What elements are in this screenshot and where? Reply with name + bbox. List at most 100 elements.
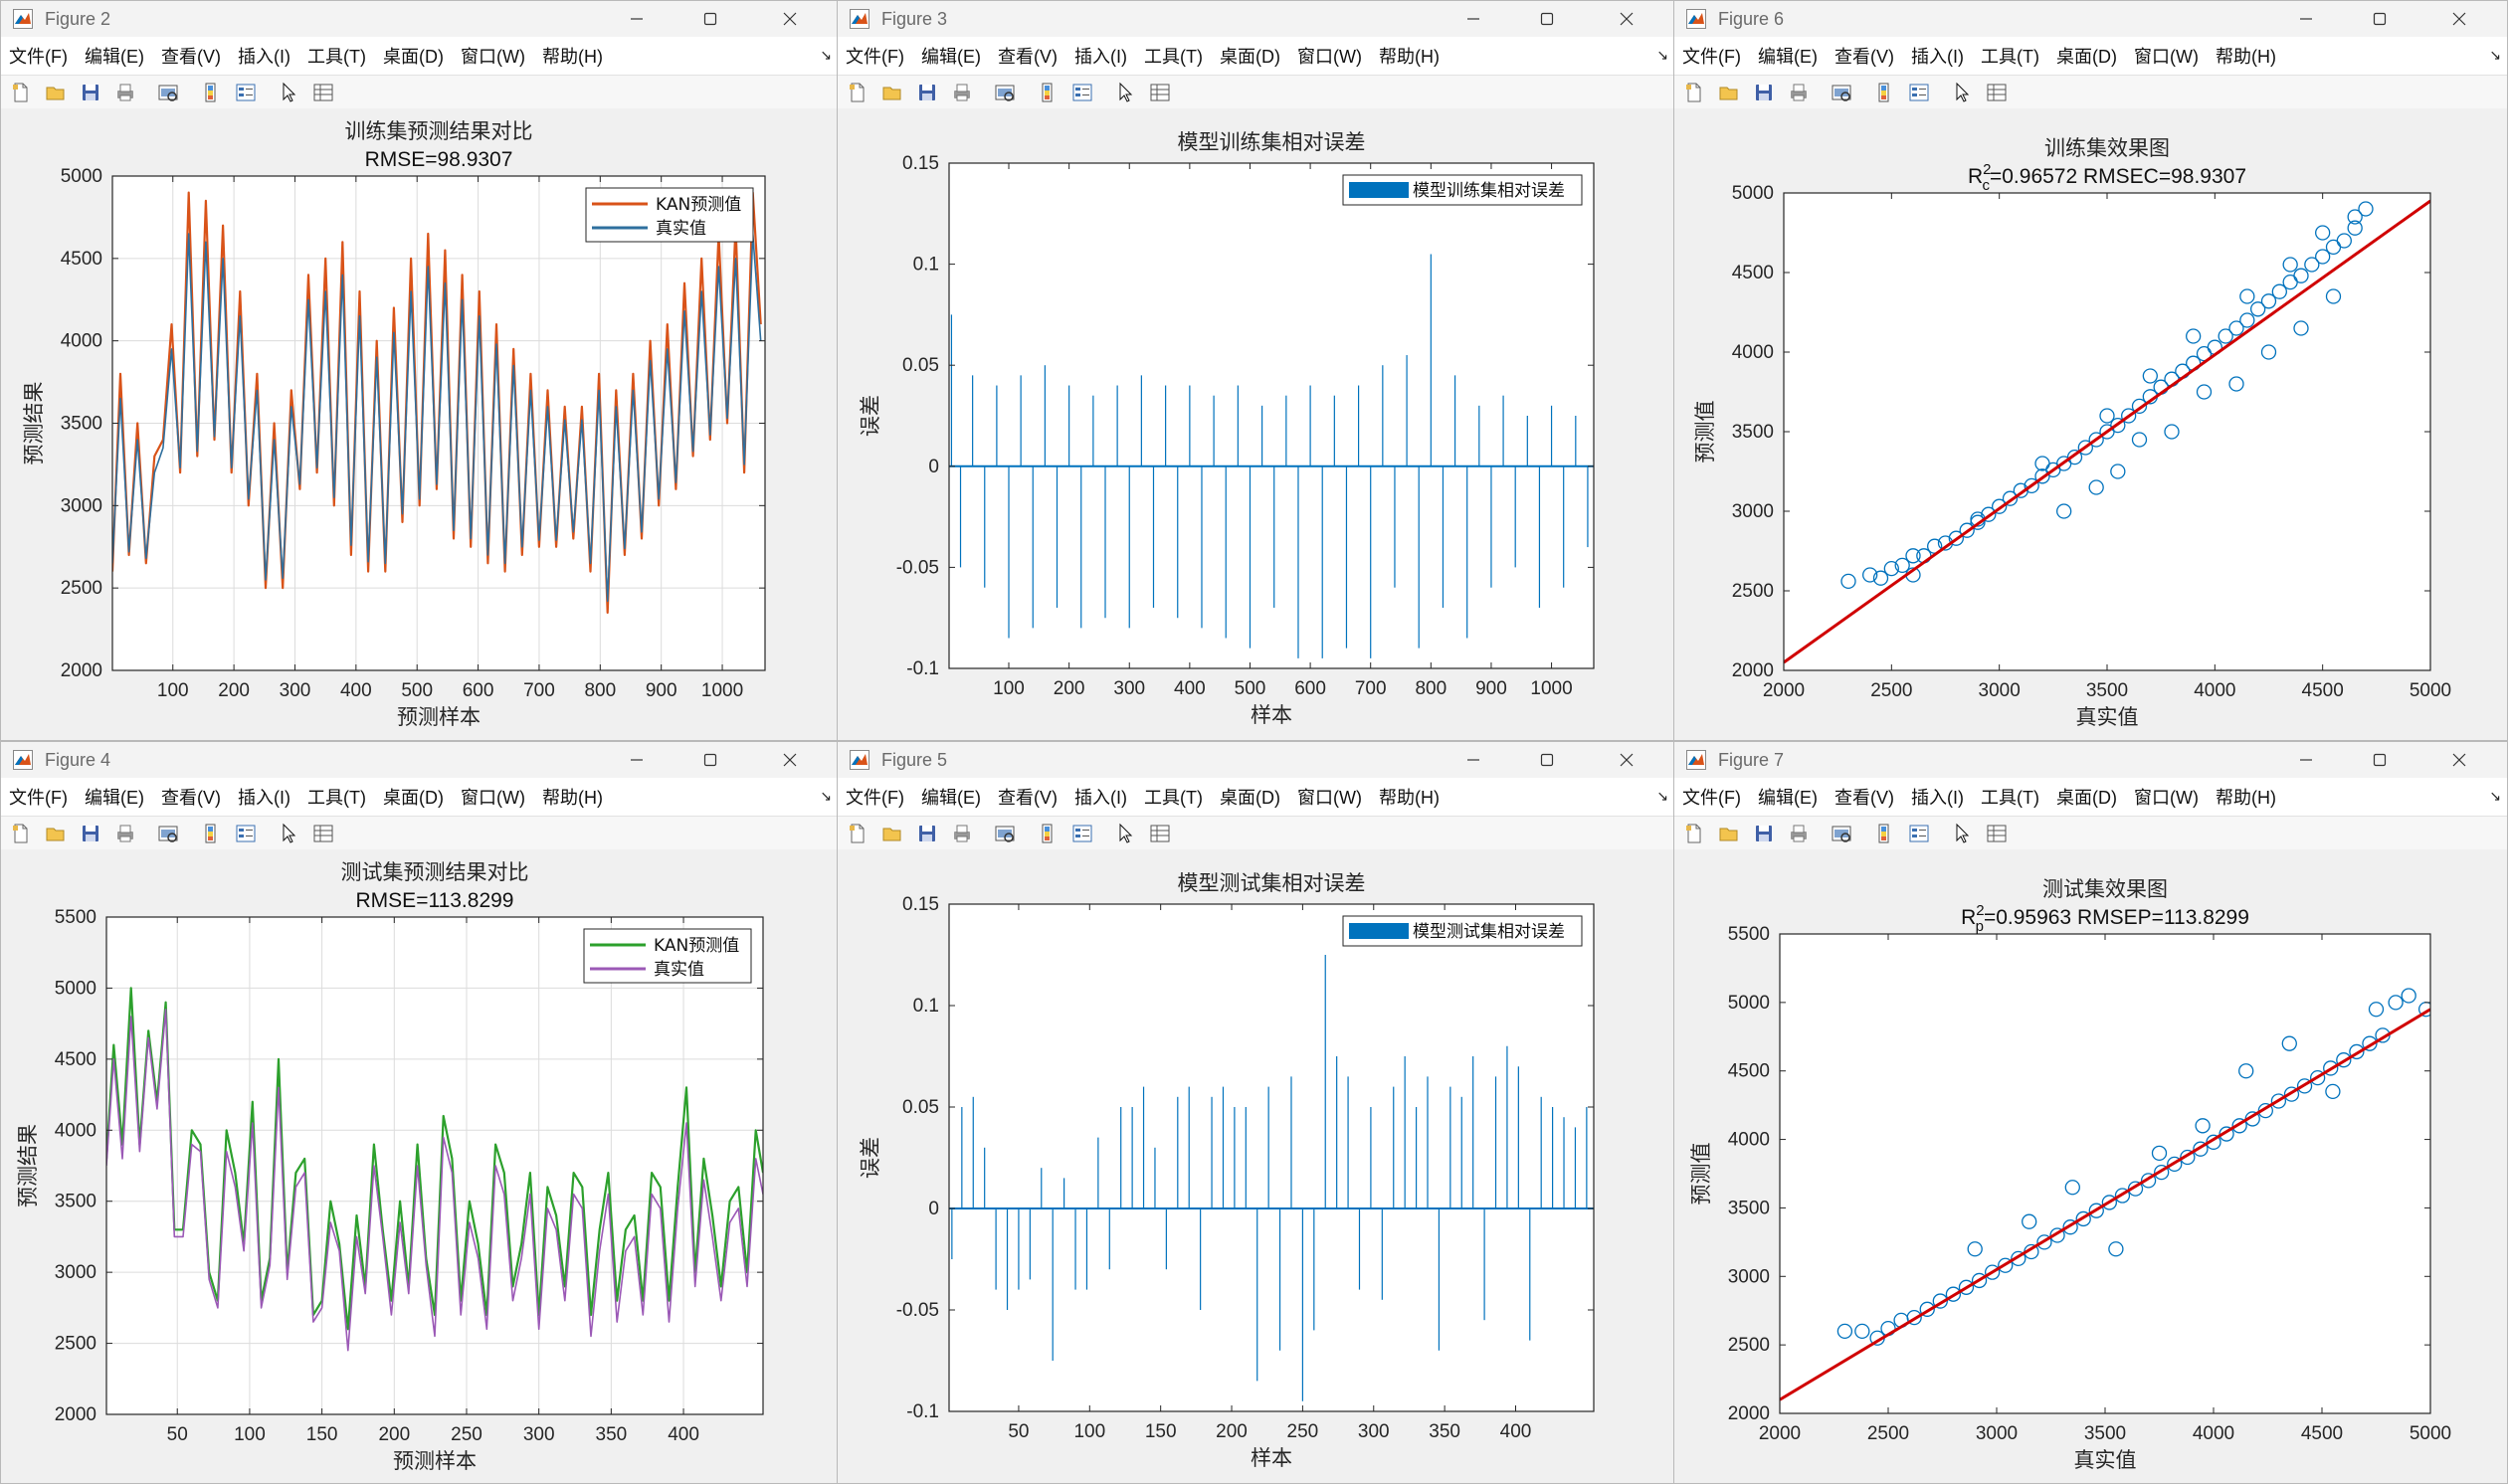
menu-item[interactable]: 查看(V) <box>997 788 1058 808</box>
link-figure-button[interactable] <box>1830 81 1853 104</box>
figure-canvas[interactable]: 2000 2500 3000 3500 4000 4500 5000 2000 2500 3000… <box>1674 108 2507 740</box>
print-button[interactable] <box>950 822 974 845</box>
colorbar-button[interactable] <box>199 822 223 845</box>
menu-item[interactable]: 文件(F) <box>846 788 904 808</box>
menu-item[interactable]: 窗口(W) <box>2133 788 2199 808</box>
window-titlebar[interactable]: Figure 5 <box>838 742 1674 778</box>
property-inspector-button[interactable] <box>311 822 335 845</box>
menu-item[interactable]: 编辑(E) <box>84 47 144 67</box>
menu-item[interactable]: 编辑(E) <box>1757 788 1818 808</box>
menu-item[interactable]: 插入(I) <box>1073 47 1127 67</box>
menu-item[interactable]: 帮助(H) <box>541 47 603 67</box>
minimize-button[interactable] <box>2278 742 2334 778</box>
window-titlebar[interactable]: Figure 2 <box>1 1 838 37</box>
property-inspector-button[interactable] <box>1985 822 2009 845</box>
menu-item[interactable]: 帮助(H) <box>541 788 603 808</box>
close-button[interactable] <box>2431 742 2487 778</box>
colorbar-button[interactable] <box>199 81 223 104</box>
edit-plot-arrow-button[interactable] <box>277 81 300 104</box>
link-figure-button[interactable] <box>993 822 1017 845</box>
minimize-button[interactable] <box>609 742 665 778</box>
legend[interactable]: 模型测试集相对误差 <box>1342 915 1583 947</box>
series-line-0[interactable] <box>106 987 763 1331</box>
colorbar-button[interactable] <box>1872 822 1896 845</box>
maximize-button[interactable] <box>682 742 738 778</box>
window-titlebar[interactable]: Figure 4 <box>1 742 838 778</box>
menu-item[interactable]: 文件(F) <box>1682 47 1741 67</box>
open-folder-button[interactable] <box>44 81 68 104</box>
maximize-button[interactable] <box>2352 742 2408 778</box>
menu-item[interactable]: 查看(V) <box>160 788 221 808</box>
window-titlebar[interactable]: Figure 7 <box>1674 742 2507 778</box>
menu-item[interactable]: 桌面(D) <box>382 47 444 67</box>
dock-arrow-icon[interactable]: ↘ <box>820 788 832 804</box>
close-button[interactable] <box>2431 1 2487 37</box>
save-button[interactable] <box>79 81 102 104</box>
legend-button[interactable] <box>1907 822 1931 845</box>
print-button[interactable] <box>113 822 137 845</box>
link-figure-button[interactable] <box>1830 822 1853 845</box>
dock-arrow-icon[interactable]: ↘ <box>820 47 832 63</box>
plot-area[interactable] <box>106 917 763 1414</box>
save-button[interactable] <box>915 81 939 104</box>
figure-canvas[interactable]: 100 200 300 400 500 600 700 800 900 1000 -0.1 -0.05… <box>838 108 1674 740</box>
minimize-button[interactable] <box>1446 742 1501 778</box>
close-button[interactable] <box>762 1 818 37</box>
menu-item[interactable]: 查看(V) <box>997 47 1058 67</box>
edit-plot-arrow-button[interactable] <box>1113 822 1137 845</box>
link-figure-button[interactable] <box>993 81 1017 104</box>
menu-item[interactable]: 插入(I) <box>237 788 290 808</box>
menu-item[interactable]: 窗口(W) <box>1296 47 1362 67</box>
open-folder-button[interactable] <box>1717 822 1741 845</box>
property-inspector-button[interactable] <box>1148 81 1172 104</box>
menu-item[interactable]: 工具(T) <box>1143 47 1203 67</box>
maximize-button[interactable] <box>2352 1 2408 37</box>
menu-item[interactable]: 桌面(D) <box>1219 788 1280 808</box>
new-file-button[interactable] <box>1682 822 1706 845</box>
dock-arrow-icon[interactable]: ↘ <box>2489 788 2501 804</box>
menu-item[interactable]: 查看(V) <box>1833 47 1894 67</box>
new-file-button[interactable] <box>9 822 33 845</box>
menu-item[interactable]: 工具(T) <box>306 47 366 67</box>
open-folder-button[interactable] <box>880 81 904 104</box>
save-button[interactable] <box>1752 822 1776 845</box>
series-line-1[interactable] <box>112 233 762 603</box>
close-button[interactable] <box>1599 742 1654 778</box>
dock-arrow-icon[interactable]: ↘ <box>1656 47 1668 63</box>
maximize-button[interactable] <box>682 1 738 37</box>
save-button[interactable] <box>79 822 102 845</box>
menu-item[interactable]: 编辑(E) <box>84 788 144 808</box>
new-file-button[interactable] <box>9 81 33 104</box>
menu-item[interactable]: 插入(I) <box>1910 788 1964 808</box>
print-button[interactable] <box>1787 822 1811 845</box>
menu-item[interactable]: 桌面(D) <box>2055 47 2117 67</box>
menu-item[interactable]: 桌面(D) <box>382 788 444 808</box>
figure-canvas[interactable]: 50 100 150 200 250 300 350 400 -0.1 -0.05 0 0.05 0.1… <box>838 849 1674 1483</box>
legend-button[interactable] <box>1907 81 1931 104</box>
legend[interactable]: 模型训练集相对误差 <box>1342 174 1583 206</box>
menu-item[interactable]: 编辑(E) <box>920 47 981 67</box>
close-button[interactable] <box>1599 1 1654 37</box>
save-button[interactable] <box>915 822 939 845</box>
colorbar-button[interactable] <box>1036 81 1060 104</box>
menu-item[interactable]: 帮助(H) <box>2215 47 2276 67</box>
open-folder-button[interactable] <box>880 822 904 845</box>
menu-item[interactable]: 查看(V) <box>1833 788 1894 808</box>
new-file-button[interactable] <box>1682 81 1706 104</box>
print-button[interactable] <box>950 81 974 104</box>
window-titlebar[interactable]: Figure 6 <box>1674 1 2507 37</box>
dock-arrow-icon[interactable]: ↘ <box>2489 47 2501 63</box>
minimize-button[interactable] <box>609 1 665 37</box>
menu-item[interactable]: 工具(T) <box>306 788 366 808</box>
menu-item[interactable]: 插入(I) <box>1910 47 1964 67</box>
window-titlebar[interactable]: Figure 3 <box>838 1 1674 37</box>
open-folder-button[interactable] <box>44 822 68 845</box>
legend-button[interactable] <box>234 81 258 104</box>
menu-item[interactable]: 桌面(D) <box>2055 788 2117 808</box>
menu-item[interactable]: 插入(I) <box>237 47 290 67</box>
plot-area[interactable] <box>949 163 1594 668</box>
menu-item[interactable]: 窗口(W) <box>1296 788 1362 808</box>
menu-item[interactable]: 工具(T) <box>1980 47 2039 67</box>
minimize-button[interactable] <box>1446 1 1501 37</box>
